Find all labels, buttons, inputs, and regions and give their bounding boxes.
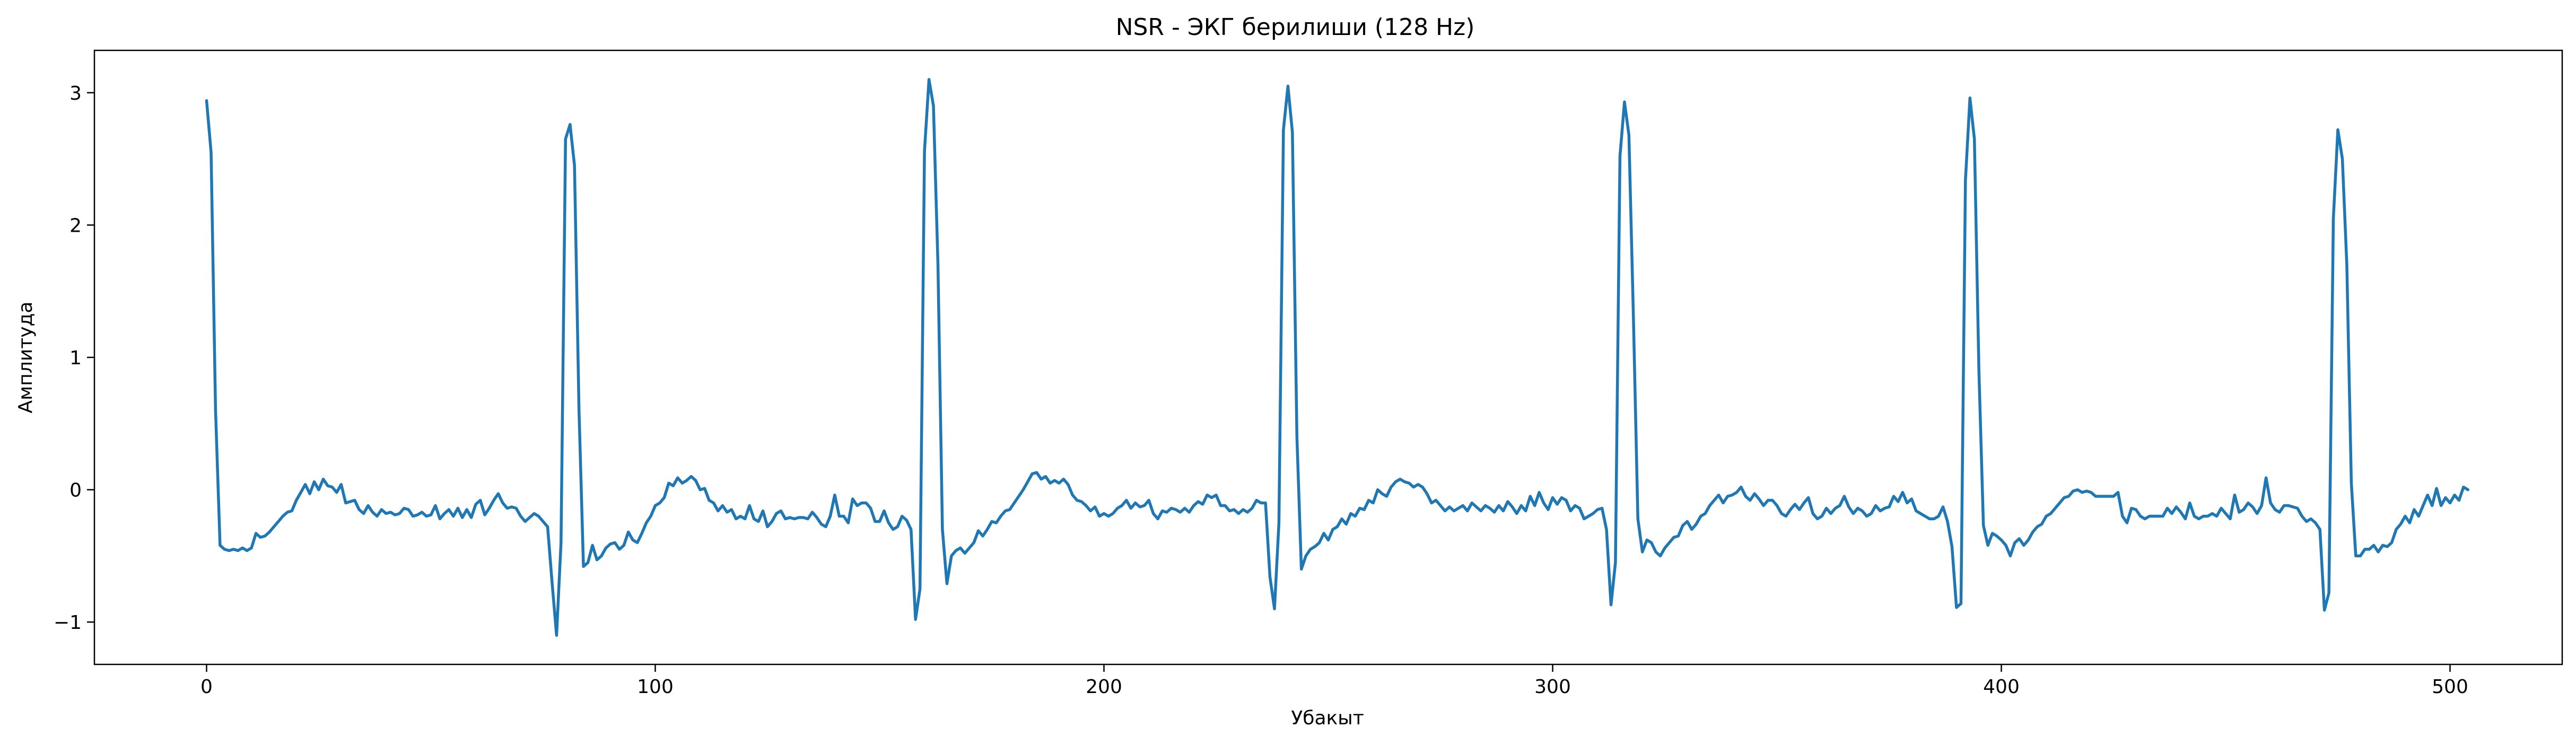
x-axis: 0 100 200 300 400 500 [200,664,2468,698]
x-tick-label: 400 [1983,676,2020,698]
series-line-0 [205,78,2470,637]
plot-area [205,78,2470,637]
x-tick-label: 500 [2432,676,2468,698]
y-tick-label: 1 [69,347,82,369]
x-tick-label: 300 [1534,676,1571,698]
x-axis-label: Убакыт [1291,707,1364,729]
plot-frame [93,49,2563,665]
y-axis: −1 0 1 2 3 [54,83,94,634]
x-tick-label: 100 [637,676,674,698]
y-axis-label: Амплитуда [15,302,37,414]
y-tick-label: 2 [69,215,82,236]
y-tick-label: 0 [69,480,82,502]
y-tick-label: 3 [69,83,82,104]
y-tick-label: −1 [54,612,82,634]
x-tick-label: 0 [200,676,213,698]
x-tick-label: 200 [1086,676,1122,698]
chart-title: NSR - ЭКГ берилиши (128 Hz) [1116,14,1475,41]
